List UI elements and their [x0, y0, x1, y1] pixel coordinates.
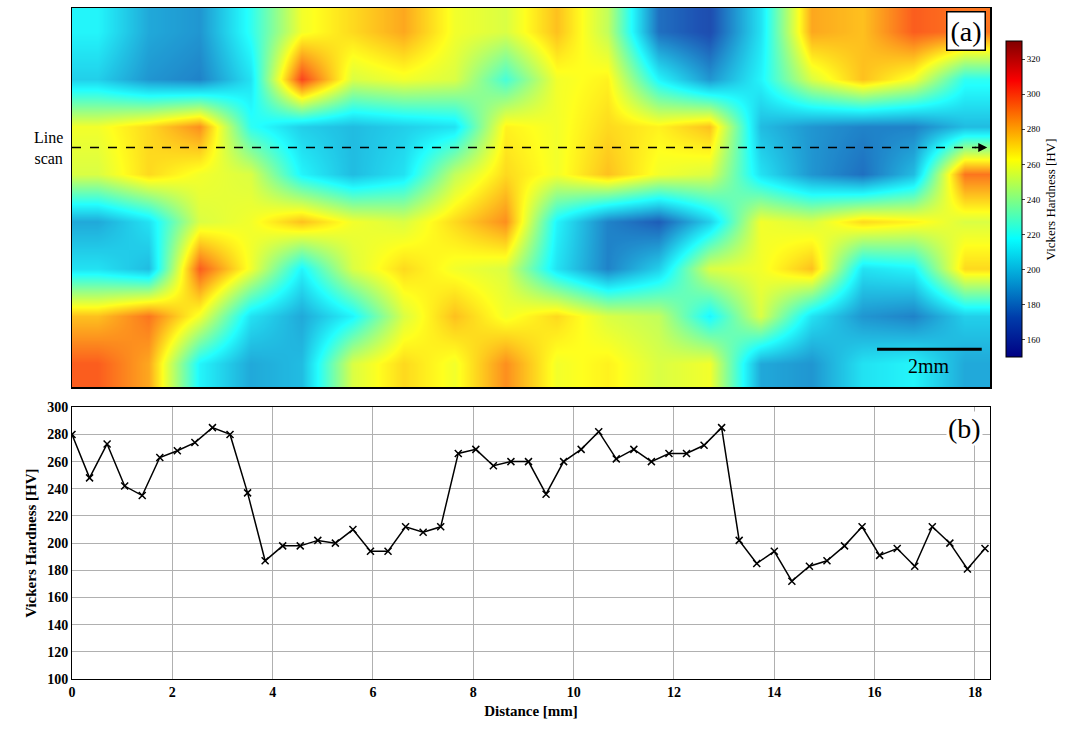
svg-text:260: 260	[47, 454, 68, 469]
svg-text:160: 160	[1027, 335, 1041, 345]
svg-text:(b): (b)	[948, 413, 981, 444]
svg-text:10: 10	[567, 685, 581, 700]
svg-text:Linescan: Linescan	[34, 129, 63, 167]
svg-text:260: 260	[1027, 160, 1041, 170]
svg-text:160: 160	[47, 590, 68, 605]
svg-text:Distance [mm]: Distance [mm]	[484, 703, 578, 719]
svg-text:(a): (a)	[951, 16, 982, 47]
svg-text:280: 280	[47, 427, 68, 442]
svg-text:320: 320	[1027, 54, 1041, 64]
svg-text:280: 280	[1027, 124, 1041, 134]
svg-text:4: 4	[269, 685, 276, 700]
svg-text:300: 300	[1027, 89, 1041, 99]
svg-text:200: 200	[47, 536, 68, 551]
svg-text:300: 300	[47, 400, 68, 415]
svg-text:0: 0	[69, 685, 76, 700]
svg-text:140: 140	[47, 618, 68, 633]
svg-text:Vickers Hardness [HV]: Vickers Hardness [HV]	[1043, 139, 1058, 261]
svg-text:Vickers Hardness [HV]: Vickers Hardness [HV]	[23, 468, 39, 617]
svg-text:120: 120	[47, 645, 68, 660]
svg-text:240: 240	[1027, 195, 1041, 205]
svg-text:14: 14	[767, 685, 781, 700]
svg-text:220: 220	[47, 509, 68, 524]
svg-text:2mm: 2mm	[908, 355, 950, 377]
svg-text:220: 220	[1027, 230, 1041, 240]
svg-text:16: 16	[868, 685, 882, 700]
svg-text:100: 100	[47, 672, 68, 687]
svg-text:12: 12	[667, 685, 681, 700]
svg-text:180: 180	[1027, 300, 1041, 310]
svg-text:18: 18	[968, 685, 982, 700]
svg-text:180: 180	[47, 563, 68, 578]
svg-text:6: 6	[369, 685, 376, 700]
svg-text:200: 200	[1027, 265, 1041, 275]
svg-text:240: 240	[47, 482, 68, 497]
svg-text:8: 8	[470, 685, 477, 700]
svg-text:2: 2	[169, 685, 176, 700]
